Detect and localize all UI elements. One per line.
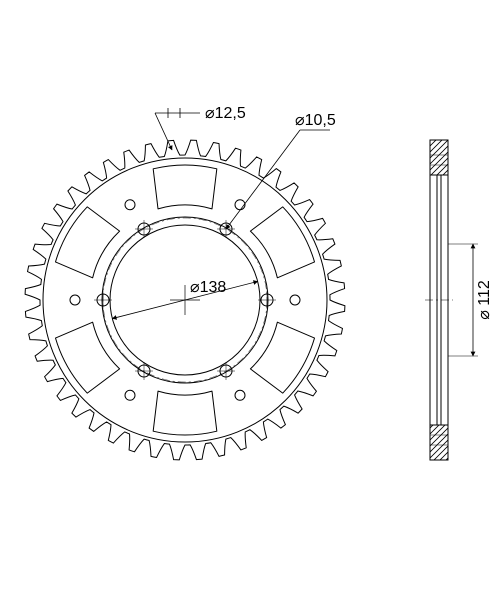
svg-text:⌀10,5: ⌀10,5 [295,112,336,129]
sprocket-drawing: ⌀12,5 ⌀10,5 ⌀138 ⌀ 112 [0,0,500,600]
svg-text:⌀ 112: ⌀ 112 [476,280,493,320]
side-view [425,140,453,460]
svg-text:⌀12,5: ⌀12,5 [205,105,246,122]
svg-text:⌀138: ⌀138 [190,279,226,296]
